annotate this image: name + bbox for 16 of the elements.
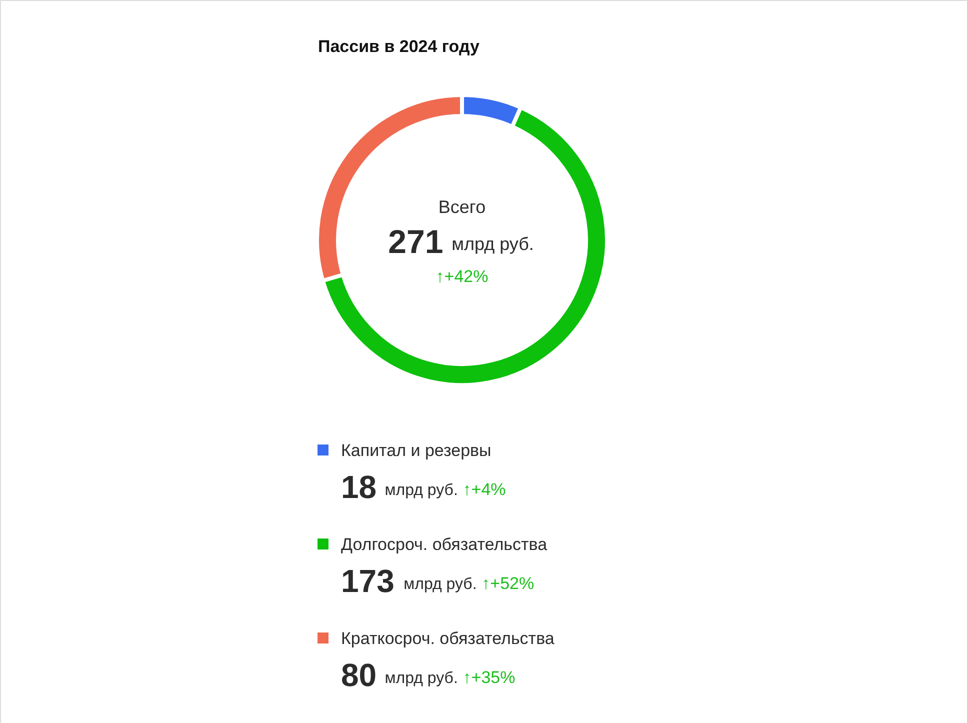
data-label: 80 [341,657,377,693]
text: ↑+4% [462,480,506,499]
text: ↑+52% [482,574,534,593]
text: Всего [438,197,486,217]
text: ↑+35% [462,668,516,687]
chart-title: Пассив в 2024 году [318,37,480,56]
data-label: 18 [341,469,377,505]
text: млрд руб. [384,670,458,687]
text: млрд руб. [384,482,458,499]
text: 271 млрд руб. [388,223,534,260]
text: ↑+42% [436,267,488,286]
legend-label: Краткосроч. обязательства [341,629,555,648]
text: млрд руб. [404,576,477,593]
data-label: 173 [341,563,394,599]
legend-label: Долгосроч. обязательства [341,535,548,554]
legend-label: Капитал и резервы [341,441,492,460]
